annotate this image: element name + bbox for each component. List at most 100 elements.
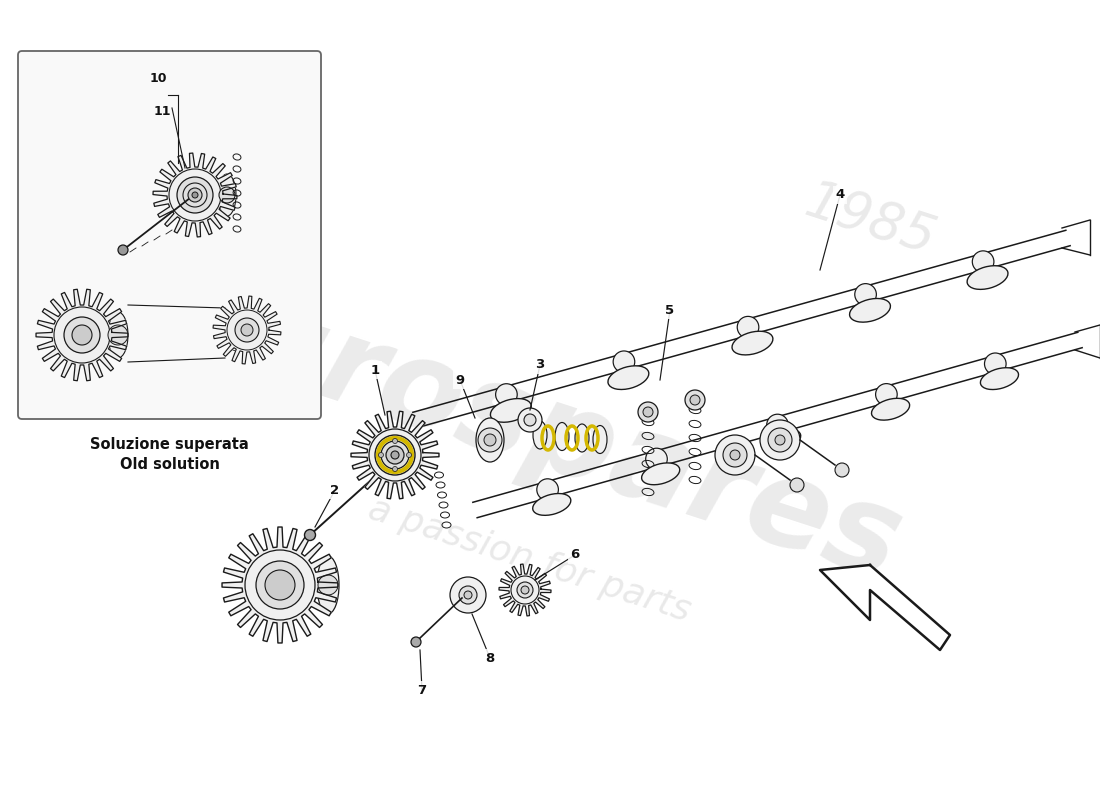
Text: 6: 6 bbox=[571, 549, 580, 562]
Circle shape bbox=[484, 434, 496, 446]
Circle shape bbox=[496, 384, 517, 406]
Circle shape bbox=[478, 428, 502, 452]
Circle shape bbox=[537, 478, 559, 501]
Polygon shape bbox=[213, 296, 280, 364]
Text: 9: 9 bbox=[455, 374, 464, 386]
Circle shape bbox=[407, 453, 411, 458]
Text: 1985: 1985 bbox=[799, 174, 942, 266]
Circle shape bbox=[183, 183, 207, 207]
Ellipse shape bbox=[967, 266, 1008, 290]
Circle shape bbox=[613, 351, 635, 373]
Text: Soluzione superata: Soluzione superata bbox=[90, 437, 249, 452]
Ellipse shape bbox=[762, 429, 801, 450]
Text: 10: 10 bbox=[150, 72, 167, 85]
Circle shape bbox=[54, 307, 110, 363]
Circle shape bbox=[730, 450, 740, 460]
Circle shape bbox=[767, 414, 789, 436]
Text: Old solution: Old solution bbox=[120, 457, 219, 472]
Circle shape bbox=[64, 317, 100, 353]
Circle shape bbox=[768, 428, 792, 452]
Text: 4: 4 bbox=[835, 189, 845, 202]
FancyBboxPatch shape bbox=[18, 51, 321, 419]
Circle shape bbox=[192, 192, 198, 198]
Circle shape bbox=[685, 390, 705, 410]
Circle shape bbox=[368, 429, 421, 481]
Circle shape bbox=[245, 550, 315, 620]
Text: 7: 7 bbox=[417, 683, 427, 697]
Ellipse shape bbox=[593, 426, 607, 454]
Circle shape bbox=[108, 325, 128, 345]
Circle shape bbox=[855, 284, 877, 306]
Text: eurospares: eurospares bbox=[144, 255, 915, 605]
Text: 1: 1 bbox=[371, 363, 380, 377]
Circle shape bbox=[876, 383, 898, 405]
Circle shape bbox=[715, 435, 755, 475]
Circle shape bbox=[381, 441, 409, 469]
Polygon shape bbox=[499, 564, 551, 616]
Circle shape bbox=[411, 637, 421, 647]
Circle shape bbox=[517, 582, 534, 598]
Text: 11: 11 bbox=[153, 105, 170, 118]
Circle shape bbox=[393, 466, 397, 471]
Circle shape bbox=[177, 177, 213, 213]
Ellipse shape bbox=[491, 398, 531, 422]
Ellipse shape bbox=[476, 418, 504, 462]
Circle shape bbox=[241, 324, 253, 336]
Circle shape bbox=[375, 435, 415, 475]
Ellipse shape bbox=[218, 174, 236, 216]
Ellipse shape bbox=[532, 494, 571, 515]
Text: 5: 5 bbox=[666, 303, 674, 317]
Circle shape bbox=[386, 446, 404, 464]
Circle shape bbox=[723, 443, 747, 467]
Circle shape bbox=[524, 414, 536, 426]
Circle shape bbox=[72, 325, 92, 345]
Circle shape bbox=[450, 577, 486, 613]
Circle shape bbox=[737, 316, 759, 338]
Ellipse shape bbox=[317, 556, 339, 614]
Circle shape bbox=[972, 251, 994, 273]
Ellipse shape bbox=[641, 463, 680, 485]
Text: 8: 8 bbox=[485, 651, 495, 665]
Polygon shape bbox=[222, 527, 338, 643]
Circle shape bbox=[265, 570, 295, 600]
Polygon shape bbox=[351, 411, 439, 498]
Circle shape bbox=[188, 188, 202, 202]
Ellipse shape bbox=[732, 331, 773, 355]
Circle shape bbox=[118, 245, 128, 255]
Circle shape bbox=[378, 453, 384, 458]
Text: 3: 3 bbox=[536, 358, 544, 371]
Circle shape bbox=[521, 586, 529, 594]
Circle shape bbox=[390, 451, 399, 459]
Circle shape bbox=[646, 448, 668, 470]
Circle shape bbox=[256, 561, 304, 609]
Circle shape bbox=[318, 575, 338, 595]
Polygon shape bbox=[820, 565, 950, 650]
Circle shape bbox=[169, 169, 221, 221]
Ellipse shape bbox=[575, 424, 589, 452]
Circle shape bbox=[393, 438, 397, 443]
Text: 2: 2 bbox=[330, 483, 340, 497]
Polygon shape bbox=[36, 290, 128, 381]
Ellipse shape bbox=[849, 298, 890, 322]
Ellipse shape bbox=[108, 312, 128, 358]
Circle shape bbox=[984, 353, 1006, 374]
Circle shape bbox=[459, 586, 477, 604]
Circle shape bbox=[305, 530, 316, 541]
Circle shape bbox=[219, 187, 235, 203]
Circle shape bbox=[518, 408, 542, 432]
Circle shape bbox=[235, 318, 258, 342]
Circle shape bbox=[464, 591, 472, 599]
Circle shape bbox=[776, 435, 785, 445]
Text: a passion for parts: a passion for parts bbox=[364, 492, 695, 628]
Circle shape bbox=[644, 407, 653, 417]
Circle shape bbox=[835, 463, 849, 477]
Circle shape bbox=[790, 478, 804, 492]
Ellipse shape bbox=[608, 366, 649, 390]
Circle shape bbox=[227, 310, 267, 350]
Circle shape bbox=[760, 420, 800, 460]
Ellipse shape bbox=[871, 398, 910, 420]
Circle shape bbox=[638, 402, 658, 422]
Polygon shape bbox=[153, 153, 236, 237]
Ellipse shape bbox=[534, 421, 547, 449]
Ellipse shape bbox=[556, 422, 569, 450]
